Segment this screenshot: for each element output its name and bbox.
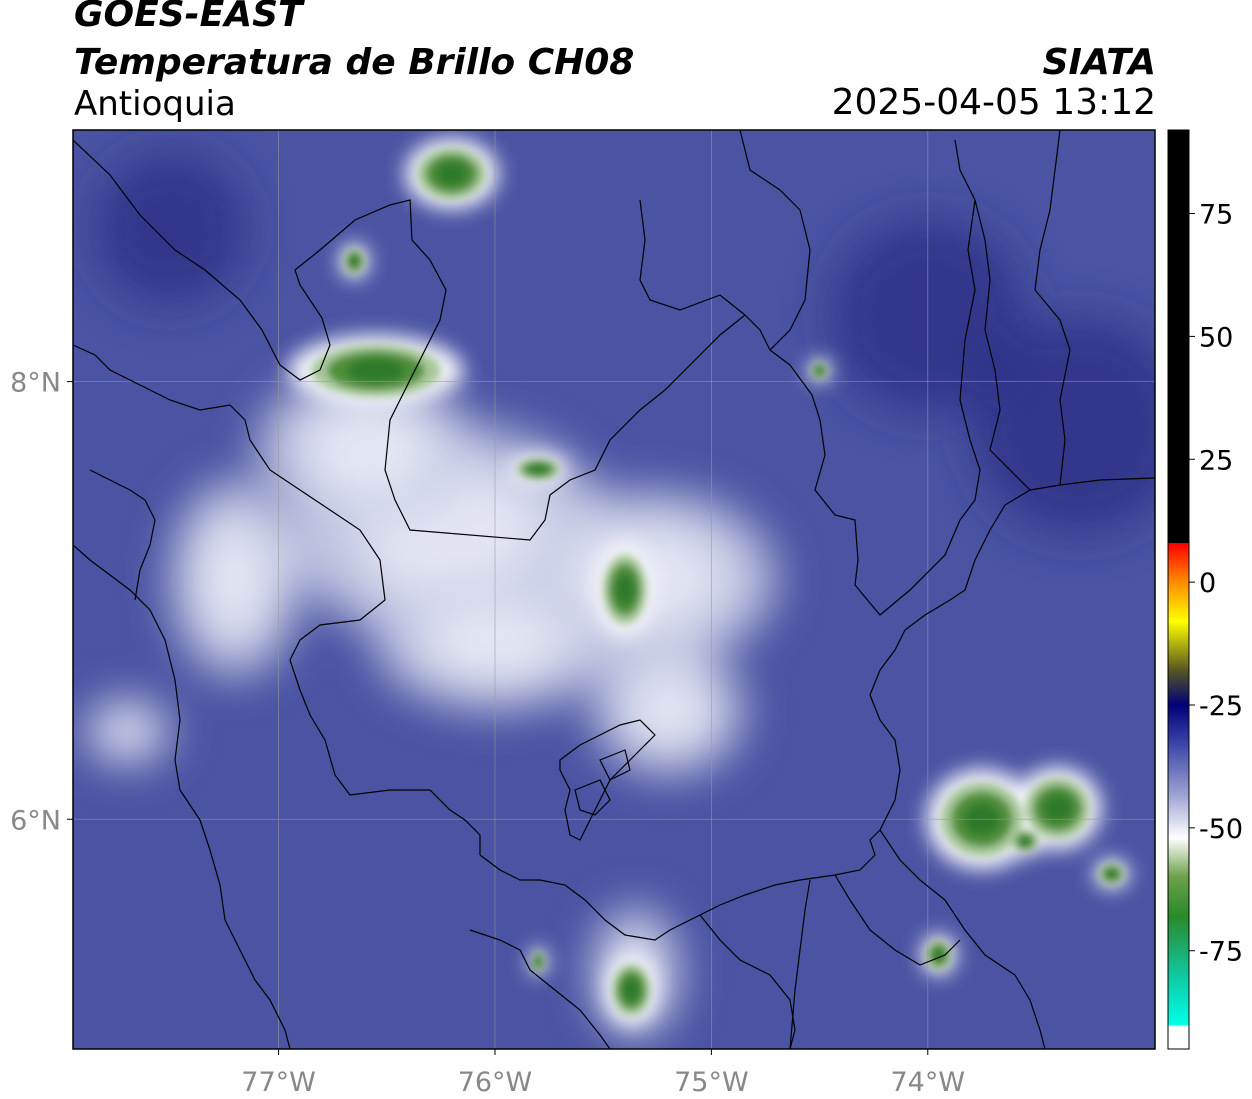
core-inner-9 — [1019, 836, 1032, 847]
colorbar-ticks: 75 50 25 0 -25 -50 -75 — [1189, 200, 1243, 968]
core-inner-7 — [1043, 794, 1073, 823]
map-frame — [72, 129, 1156, 1050]
core-inner-4 — [615, 573, 635, 606]
datetime-label: 2025-04-05 13:12 — [831, 82, 1156, 123]
map-area — [73, 130, 1155, 1049]
core-inner-1 — [349, 255, 360, 268]
product-title: Temperatura de Brillo CH08 — [74, 42, 635, 83]
colorbar: 75 50 25 0 -25 -50 -75 — [1167, 129, 1243, 1050]
colorbar-tick-label-0: 75 — [1199, 200, 1233, 231]
border-south-antioquia — [479, 829, 881, 941]
core-inner-2 — [346, 358, 406, 383]
colorbar-tick-label-2: 25 — [1199, 445, 1233, 476]
core-inner-8 — [1105, 869, 1118, 879]
map-gridlines — [73, 130, 1155, 1049]
tick-label-lon-3: 74°W — [890, 1067, 965, 1098]
cloud-area-bright-2 — [300, 401, 431, 494]
border-magdalena-river — [789, 879, 811, 1049]
border-santander — [974, 199, 1031, 491]
cloud-area-bright-6 — [101, 712, 154, 752]
tick-label-lat-1: 6°N — [10, 805, 61, 836]
colorbar-tick-label-5: -50 — [1199, 814, 1243, 845]
core-inner-0 — [436, 161, 468, 186]
tick-label-lat-0: 8°N — [10, 368, 61, 399]
core-inner-3 — [815, 366, 824, 375]
tick-label-lon-1: 76°W — [458, 1067, 533, 1098]
border-tolima — [699, 914, 796, 1049]
satellite-title: GOES-EAST — [74, 0, 303, 35]
border-west-coast-inner — [89, 469, 156, 601]
colorbar-tick-label-6: -75 — [1199, 937, 1243, 968]
organization-title: SIATA — [1042, 42, 1156, 83]
core-inner-10 — [622, 978, 641, 1002]
warm-zone-0 — [94, 152, 247, 305]
border-caldas — [469, 929, 611, 1049]
coastline-uraba — [73, 139, 981, 616]
tick-label-lon-2: 75°W — [674, 1067, 749, 1098]
colorbar-tick-label-1: 50 — [1199, 322, 1233, 353]
colorbar-tick-label-4: -25 — [1199, 691, 1243, 722]
border-boyaca — [879, 829, 1046, 1049]
coastline-west — [73, 344, 481, 855]
cloud-area-bright-5 — [622, 670, 714, 750]
axis-ticks: 77°W 76°W 75°W 74°W 8°N 6°N — [10, 368, 965, 1098]
tick-label-lon-0: 77°W — [241, 1067, 316, 1098]
core-inner-5 — [528, 464, 548, 475]
colorbar-gradient — [1167, 129, 1190, 1050]
border-metro-inner — [574, 749, 631, 816]
border-cesar — [1034, 130, 1071, 486]
core-inner-11 — [535, 956, 542, 967]
border-cundinamarca — [834, 874, 961, 966]
region-title: Antioquia — [74, 84, 236, 124]
bright-cloud-regions — [83, 370, 777, 1039]
cloud-area-bright-4 — [196, 519, 275, 638]
border-north-cordoba — [639, 130, 811, 351]
administrative-borders — [73, 130, 1155, 1049]
colorbar-tick-label-3: 0 — [1199, 568, 1216, 599]
border-choco — [73, 544, 291, 1049]
